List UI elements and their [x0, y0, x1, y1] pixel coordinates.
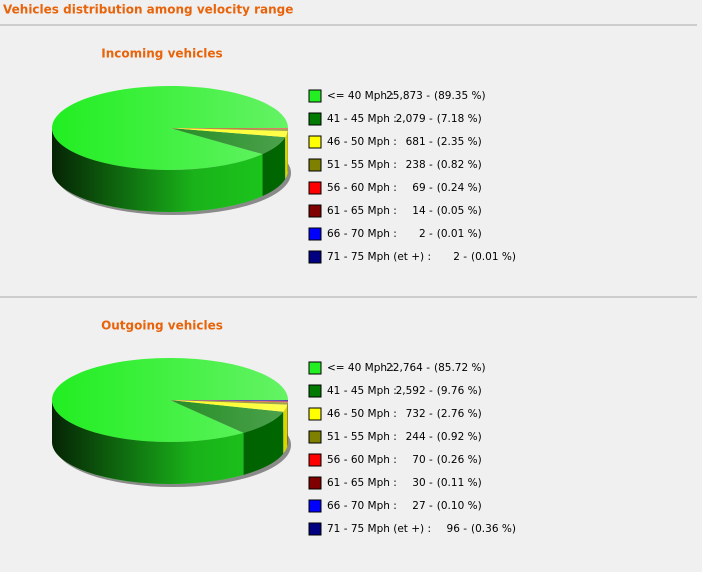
legend-value: 69 - — [412, 182, 433, 194]
legend-label: 56 - 60 Mph : — [327, 454, 397, 466]
legend-value: 732 - — [406, 408, 433, 420]
legend-label: 71 - 75 Mph (et +) : — [327, 523, 431, 535]
legend-swatch — [308, 499, 322, 513]
legend-share: (0.26 %) — [437, 454, 482, 466]
legend-swatch — [308, 430, 322, 444]
legend-value: 2,592 - — [396, 385, 433, 397]
legend-share: (9.76 %) — [437, 385, 482, 397]
legend-label: 66 - 70 Mph : — [327, 228, 397, 240]
legend-value: 30 - — [412, 477, 433, 489]
legend-share: (0.11 %) — [437, 477, 482, 489]
legend-label: 46 - 50 Mph : — [327, 408, 397, 420]
chart-title: Outgoing vehicles — [101, 319, 223, 333]
legend-swatch — [308, 112, 322, 126]
legend-label: 71 - 75 Mph (et +) : — [327, 251, 431, 263]
legend-value: 14 - — [412, 205, 433, 217]
legend-value: 2 - — [419, 228, 433, 240]
legend-share: (0.01 %) — [471, 251, 516, 263]
legend-label: 61 - 65 Mph : — [327, 477, 397, 489]
legend-label: 61 - 65 Mph : — [327, 205, 397, 217]
legend-share: (0.36 %) — [471, 523, 516, 535]
legend-share: (2.76 %) — [437, 408, 482, 420]
legend-label: <= 40 Mph : — [327, 90, 394, 102]
legend-label: 51 - 55 Mph : — [327, 159, 397, 171]
legend-share: (0.05 %) — [437, 205, 482, 217]
legend-share: (0.10 %) — [437, 500, 482, 512]
legend-value: 2 - — [453, 251, 467, 263]
legend-label: 41 - 45 Mph : — [327, 385, 397, 397]
legend-share: (2.35 %) — [437, 136, 482, 148]
legend-value: 238 - — [406, 159, 433, 171]
legend-label: 56 - 60 Mph : — [327, 182, 397, 194]
legend-swatch — [308, 89, 322, 103]
top-gloss — [52, 358, 288, 442]
legend-swatch — [308, 384, 322, 398]
legend-share: (89.35 %) — [434, 90, 486, 102]
legend-swatch — [308, 407, 322, 421]
legend-share: (0.24 %) — [437, 182, 482, 194]
legend-value: 22,764 - — [386, 362, 430, 374]
legend-label: 66 - 70 Mph : — [327, 500, 397, 512]
legend-share: (85.72 %) — [434, 362, 486, 374]
legend-label: <= 40 Mph : — [327, 362, 394, 374]
legend-value: 96 - — [447, 523, 468, 535]
legend-swatch — [308, 453, 322, 467]
top-gloss — [52, 86, 288, 170]
legend-value: 244 - — [406, 431, 433, 443]
legend-swatch — [308, 522, 322, 536]
legend-swatch — [308, 181, 322, 195]
legend-share: (0.82 %) — [437, 159, 482, 171]
legend-swatch — [308, 250, 322, 264]
legend-value: 25,873 - — [386, 90, 430, 102]
legend-share: (0.92 %) — [437, 431, 482, 443]
legend-label: 41 - 45 Mph : — [327, 113, 397, 125]
legend-value: 681 - — [406, 136, 433, 148]
legend-swatch — [308, 361, 322, 375]
legend-swatch — [308, 476, 322, 490]
legend-label: 51 - 55 Mph : — [327, 431, 397, 443]
legend-value: 2,079 - — [396, 113, 433, 125]
chart-title: Incoming vehicles — [101, 47, 222, 61]
legend-value: 70 - — [412, 454, 433, 466]
legend-swatch — [308, 158, 322, 172]
legend-share: (7.18 %) — [437, 113, 482, 125]
legend-value: 27 - — [412, 500, 433, 512]
legend-swatch — [308, 135, 322, 149]
page-title: Vehicles distribution among velocity ran… — [3, 3, 293, 17]
legend-swatch — [308, 227, 322, 241]
legend-swatch — [308, 204, 322, 218]
legend-share: (0.01 %) — [437, 228, 482, 240]
legend-label: 46 - 50 Mph : — [327, 136, 397, 148]
